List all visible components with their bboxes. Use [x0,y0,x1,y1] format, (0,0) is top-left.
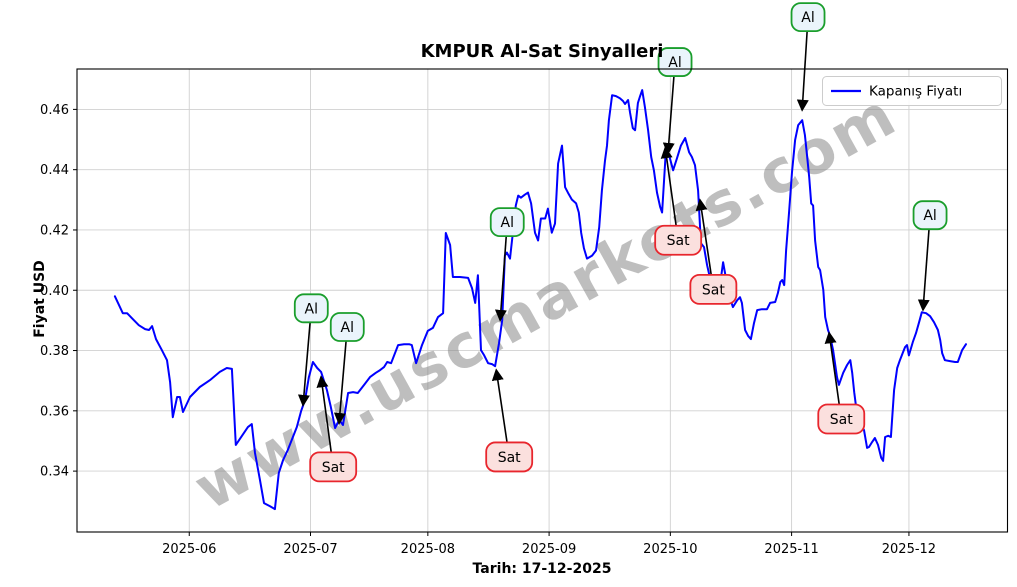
chart-title: KMPUR Al-Sat Sinyalleri [421,41,664,62]
x-tick-label: 2025-11 [764,542,818,557]
buy-signal-arrow [796,17,809,112]
buy-signal-label: Al [923,208,936,224]
sell-signal-label: Sat [667,233,690,249]
buy-signal-label: Al [668,55,681,71]
y-tick-label: 0.36 [40,404,69,419]
sell-signal-box [817,403,866,435]
y-tick-label: 0.44 [40,163,69,178]
x-tick-label: 2025-06 [162,542,216,557]
buy-signal-arrow [494,222,509,322]
plot-layer: Al Al Sat Al Sat Al Sat Sat Al Sat Al 0.34 0.36 0.38 0… [40,2,1009,557]
sell-signal-box [485,441,534,473]
buy-signal-arrow [917,215,931,312]
sell-signal-box [309,451,358,483]
watermark-text: www.uscmarkets.com [183,79,909,524]
sell-signal-box [654,224,703,256]
y-axis-label: Fiyat USD [32,260,48,338]
closing-price-line [113,89,967,511]
buy-signal-arrow [297,308,313,407]
sell-signal-label: Sat [830,412,853,428]
buy-signal-label: Al [341,320,354,336]
sell-signal-box [689,273,738,305]
y-tick-label: 0.40 [40,284,69,299]
y-tick-label: 0.42 [40,223,69,238]
x-tick-label: 2025-10 [643,542,697,557]
legend-box [822,76,1002,106]
x-tick-label: 2025-08 [401,542,455,557]
sell-signal-label: Sat [702,282,725,298]
axes-frame [76,68,1009,533]
y-tick-label: 0.38 [40,344,69,359]
buy-signal-box [489,207,525,238]
sell-signal-label: Sat [498,450,521,466]
buy-signal-box [329,312,365,342]
legend-label: Kapanış Fiyatı [869,84,962,100]
buy-signal-label: Al [305,301,318,317]
sell-signal-label: Sat [322,460,345,476]
y-tick-label: 0.34 [40,465,69,480]
buy-signal-box [293,293,329,324]
legend: Kapanış Fiyatı [822,76,1002,106]
x-tick-label: 2025-07 [283,542,337,557]
buy-signal-label: Al [801,10,814,26]
buy-signal-arrow [333,326,349,425]
buy-signal-box [790,2,826,33]
buy-signal-box [912,200,948,231]
y-tick-label: 0.46 [40,103,69,118]
x-axis-label: Tarih: 17-12-2025 [473,561,612,577]
buy-signal-arrow [662,62,676,155]
x-tick-label: 2025-12 [882,542,936,557]
buy-signal-label: Al [501,215,514,231]
x-tick-label: 2025-09 [522,542,576,557]
